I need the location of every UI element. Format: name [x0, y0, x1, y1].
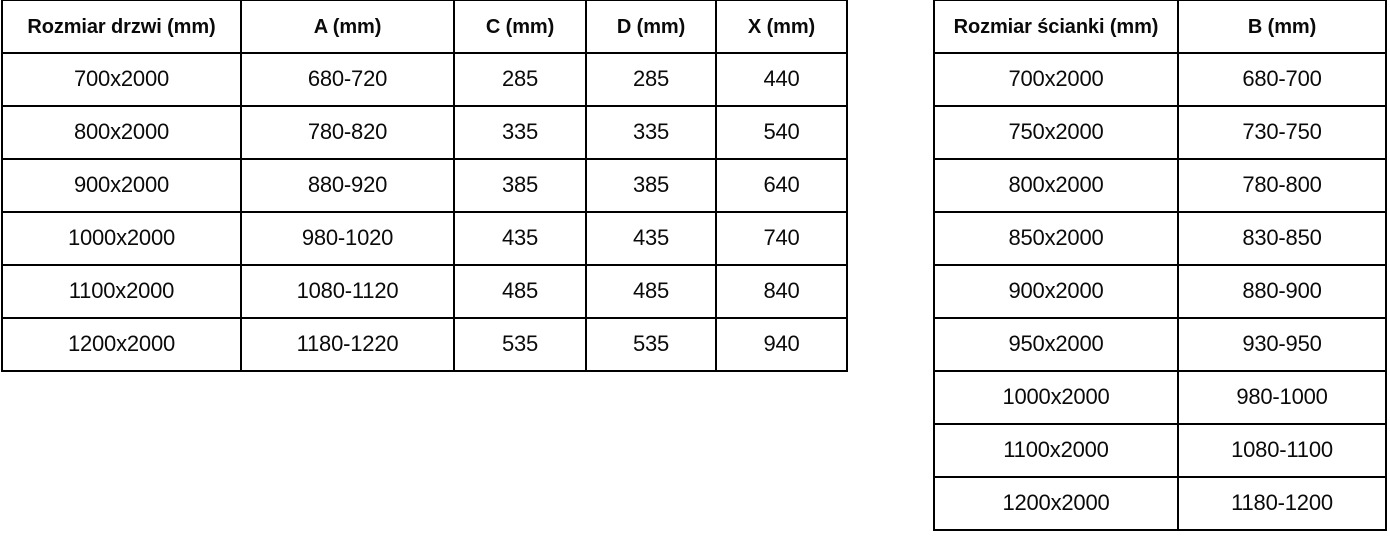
cell-b: 1180-1200	[1177, 476, 1387, 531]
cell-door-size: 1000x2000	[1, 211, 242, 266]
door-table-body: 700x2000 680-720 285 285 440 800x2000 78…	[1, 52, 848, 372]
cell-a: 780-820	[240, 105, 455, 160]
cell-c: 335	[453, 105, 587, 160]
cell-x: 740	[715, 211, 848, 266]
table-row: 800x2000 780-820 335 335 540	[1, 105, 848, 160]
cell-d: 485	[585, 264, 717, 319]
cell-a: 980-1020	[240, 211, 455, 266]
cell-x: 540	[715, 105, 848, 160]
table-row: 850x2000 830-850	[933, 211, 1387, 266]
column-header-d: D (mm)	[585, 0, 717, 54]
cell-c: 485	[453, 264, 587, 319]
cell-b: 930-950	[1177, 317, 1387, 372]
cell-wall-size: 1100x2000	[933, 423, 1179, 478]
table-row: 800x2000 780-800	[933, 158, 1387, 213]
table-row: 1000x2000 980-1020 435 435 740	[1, 211, 848, 266]
cell-b: 880-900	[1177, 264, 1387, 319]
column-header-wall-size: Rozmiar ścianki (mm)	[933, 0, 1179, 54]
cell-wall-size: 700x2000	[933, 52, 1179, 107]
table-row: 1200x2000 1180-1220 535 535 940	[1, 317, 848, 372]
cell-c: 385	[453, 158, 587, 213]
table-row: 900x2000 880-920 385 385 640	[1, 158, 848, 213]
wall-panel-size-table: Rozmiar ścianki (mm) B (mm) 700x2000 680…	[933, 0, 1387, 531]
cell-a: 1180-1220	[240, 317, 455, 372]
cell-a: 880-920	[240, 158, 455, 213]
cell-d: 285	[585, 52, 717, 107]
cell-c: 285	[453, 52, 587, 107]
column-header-x: X (mm)	[715, 0, 848, 54]
table-row: 900x2000 880-900	[933, 264, 1387, 319]
column-header-a: A (mm)	[240, 0, 455, 54]
cell-d: 335	[585, 105, 717, 160]
cell-wall-size: 750x2000	[933, 105, 1179, 160]
cell-door-size: 800x2000	[1, 105, 242, 160]
cell-b: 830-850	[1177, 211, 1387, 266]
cell-door-size: 1200x2000	[1, 317, 242, 372]
table-header-row: Rozmiar drzwi (mm) A (mm) C (mm) D (mm) …	[1, 0, 848, 54]
cell-b: 980-1000	[1177, 370, 1387, 425]
cell-d: 385	[585, 158, 717, 213]
cell-d: 535	[585, 317, 717, 372]
table-row: 1000x2000 980-1000	[933, 370, 1387, 425]
cell-wall-size: 900x2000	[933, 264, 1179, 319]
cell-wall-size: 1200x2000	[933, 476, 1179, 531]
cell-door-size: 700x2000	[1, 52, 242, 107]
cell-x: 640	[715, 158, 848, 213]
cell-a: 680-720	[240, 52, 455, 107]
table-row: 700x2000 680-720 285 285 440	[1, 52, 848, 107]
wall-table-body: 700x2000 680-700 750x2000 730-750 800x20…	[933, 52, 1387, 531]
cell-wall-size: 950x2000	[933, 317, 1179, 372]
cell-d: 435	[585, 211, 717, 266]
table-header-row: Rozmiar ścianki (mm) B (mm)	[933, 0, 1387, 54]
cell-a: 1080-1120	[240, 264, 455, 319]
column-header-c: C (mm)	[453, 0, 587, 54]
cell-door-size: 900x2000	[1, 158, 242, 213]
column-header-door-size: Rozmiar drzwi (mm)	[1, 0, 242, 54]
door-size-table: Rozmiar drzwi (mm) A (mm) C (mm) D (mm) …	[1, 0, 848, 372]
cell-wall-size: 850x2000	[933, 211, 1179, 266]
cell-wall-size: 1000x2000	[933, 370, 1179, 425]
table-row: 700x2000 680-700	[933, 52, 1387, 107]
table-row: 750x2000 730-750	[933, 105, 1387, 160]
cell-door-size: 1100x2000	[1, 264, 242, 319]
table-row: 1100x2000 1080-1100	[933, 423, 1387, 478]
table-row: 1200x2000 1180-1200	[933, 476, 1387, 531]
cell-x: 940	[715, 317, 848, 372]
wall-table-header: Rozmiar ścianki (mm) B (mm)	[933, 0, 1387, 54]
door-table-header: Rozmiar drzwi (mm) A (mm) C (mm) D (mm) …	[1, 0, 848, 54]
cell-c: 435	[453, 211, 587, 266]
cell-b: 680-700	[1177, 52, 1387, 107]
cell-x: 440	[715, 52, 848, 107]
column-header-b: B (mm)	[1177, 0, 1387, 54]
table-row: 950x2000 930-950	[933, 317, 1387, 372]
cell-b: 780-800	[1177, 158, 1387, 213]
cell-x: 840	[715, 264, 848, 319]
cell-b: 730-750	[1177, 105, 1387, 160]
table-row: 1100x2000 1080-1120 485 485 840	[1, 264, 848, 319]
cell-wall-size: 800x2000	[933, 158, 1179, 213]
cell-c: 535	[453, 317, 587, 372]
cell-b: 1080-1100	[1177, 423, 1387, 478]
